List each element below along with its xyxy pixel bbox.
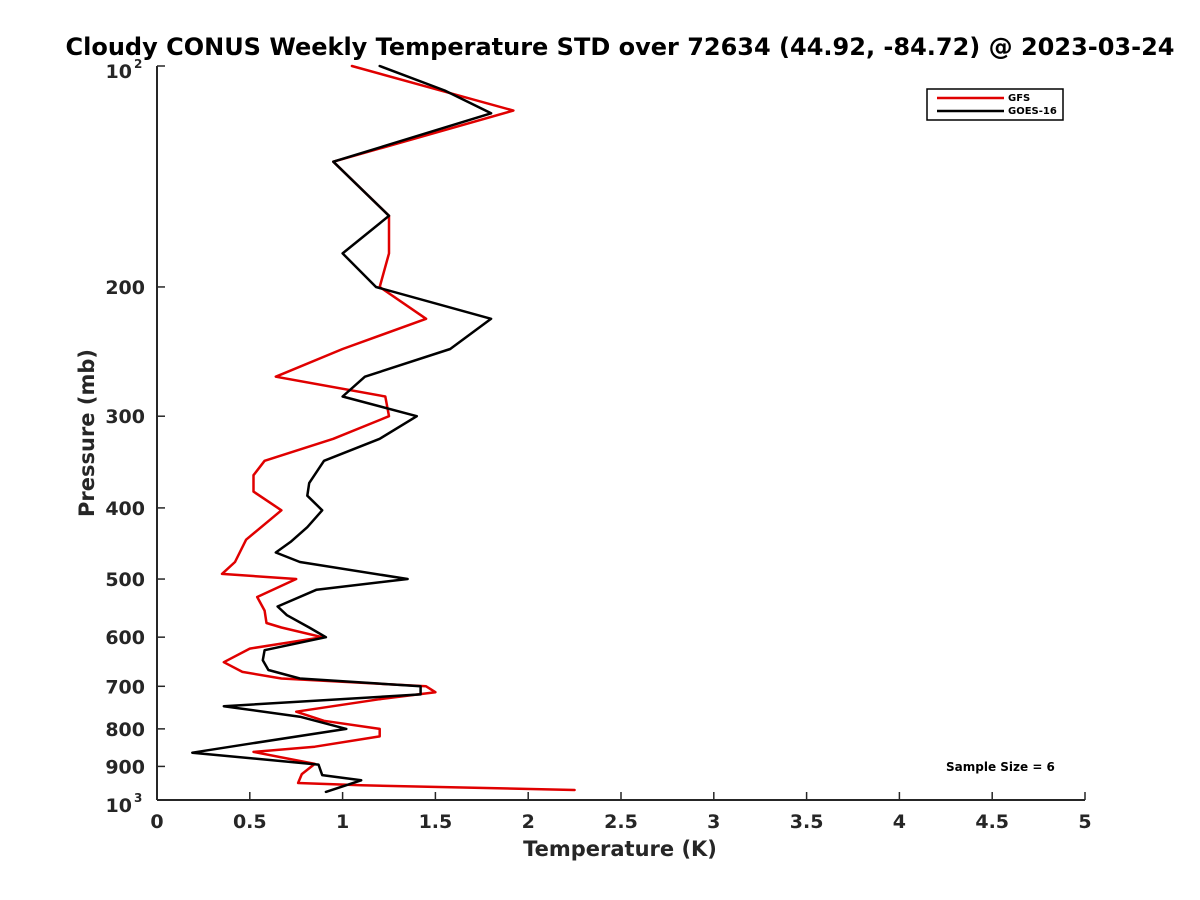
x-tick-label: 5 (1078, 811, 1091, 833)
x-tick-label: 3.5 (790, 811, 824, 833)
x-tick-label: 0 (150, 811, 163, 833)
y-tick-label: 700 (105, 676, 145, 698)
x-tick-label: 2.5 (604, 811, 638, 833)
y-tick-label-base: 10 (106, 795, 132, 817)
series-line-gfs (220, 64, 576, 792)
x-tick-label: 0.5 (233, 811, 267, 833)
x-tick-label: 4 (893, 811, 906, 833)
x-tick-label: 4.5 (975, 811, 1009, 833)
y-tick-label-base: 10 (106, 61, 132, 83)
y-axis-label: Pressure (mb) (75, 349, 99, 517)
x-tick-label: 1 (336, 811, 349, 833)
y-tick-label: 500 (105, 569, 145, 591)
legend-box (926, 88, 1064, 121)
legend-label-gfs: GFS (1008, 93, 1030, 104)
legend: GFS GOES-16 (926, 88, 1064, 121)
y-tick-label: 200 (105, 277, 145, 299)
legend-label-goes16: GOES-16 (1008, 106, 1057, 117)
x-axis-label: Temperature (K) (523, 837, 717, 861)
x-ticks: 0 0.5 1 1.5 2 2.5 3 3.5 4 4.5 5 (150, 792, 1092, 833)
x-tick-label: 3 (707, 811, 720, 833)
y-tick-label-exponent: 3 (134, 791, 142, 805)
x-tick-label: 2 (522, 811, 535, 833)
y-tick-label-exponent: 2 (134, 57, 142, 71)
chart-title: Cloudy CONUS Weekly Temperature STD over… (66, 33, 1175, 61)
series-line-goes-16 (191, 64, 493, 794)
series-lines (191, 64, 576, 794)
y-tick-label: 300 (105, 406, 145, 428)
sample-size-annotation: Sample Size = 6 (946, 760, 1055, 774)
x-tick-label: 1.5 (419, 811, 453, 833)
y-tick-label: 600 (105, 627, 145, 649)
y-tick-label: 900 (105, 756, 145, 778)
y-tick-label: 800 (105, 719, 145, 741)
y-tick-label: 400 (105, 498, 145, 520)
